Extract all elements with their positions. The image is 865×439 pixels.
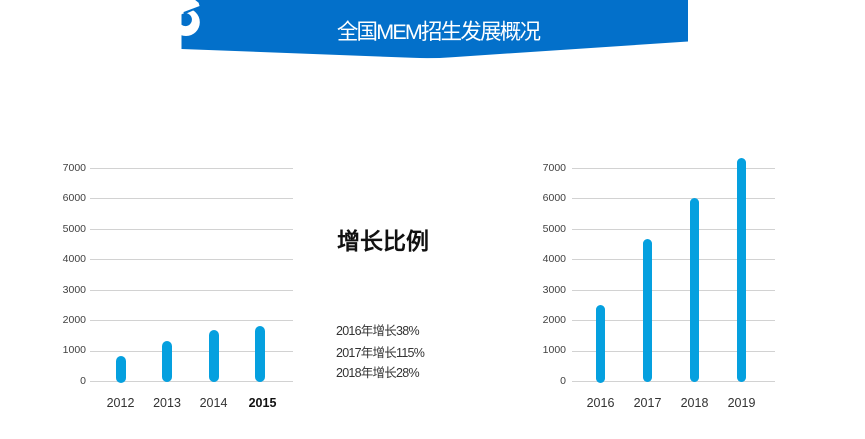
- svg-text:全国MEM招生发展概况: 全国MEM招生发展概况: [337, 20, 541, 44]
